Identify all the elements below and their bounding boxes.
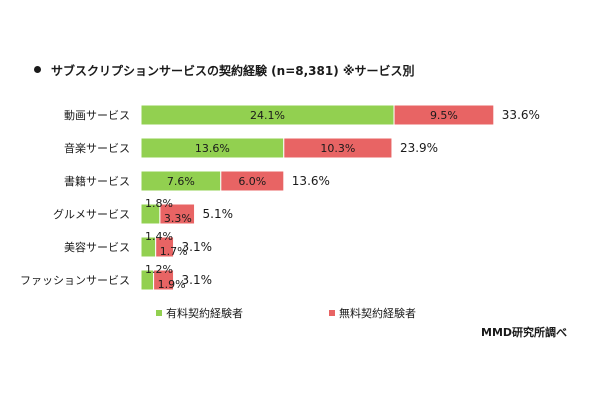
bar-free [220,170,285,192]
source-credit: MMD研究所調べ [481,326,568,339]
data-label-paid: 24.1% [250,109,285,122]
bar-free [153,269,175,291]
data-label-paid: 1.4% [145,230,173,243]
category-label: 音楽サービス [64,141,130,155]
bar-free [159,203,196,225]
total-label: 23.9% [400,141,438,155]
legend-swatch-paid [156,310,162,316]
data-label-free: 3.3% [164,212,192,225]
category-label: 書籍サービス [64,174,130,188]
data-label-free: 9.5% [430,109,458,122]
bar-free [155,236,175,258]
bullet-icon [34,66,41,73]
data-label-paid: 1.8% [145,197,173,210]
legend-label-free: 無料契約経験者 [339,306,416,320]
legend-swatch-free [329,310,335,316]
data-label-paid: 7.6% [167,175,195,188]
data-label-free: 10.3% [320,142,355,155]
data-label-free: 1.9% [158,278,186,291]
chart-title: サブスクリプションサービスの契約経験 (n=8,381) ※サービス別 [34,62,415,79]
bar-free [393,104,495,126]
total-label: 13.6% [292,174,330,188]
data-label-free: 1.7% [160,245,188,258]
legend-label-paid: 有料契約経験者 [166,306,243,320]
total-label: 5.1% [203,207,234,221]
bar-free [283,137,393,159]
data-label-free: 6.0% [238,175,266,188]
category-label: 美容サービス [64,240,130,254]
category-label: ファッションサービス [20,274,130,287]
category-label: 動画サービス [64,108,130,122]
chart-title-text: サブスクリプションサービスの契約経験 (n=8,381) ※サービス別 [51,64,415,78]
total-label: 3.1% [182,273,213,287]
data-label-paid: 13.6% [195,142,230,155]
total-label: 33.6% [502,108,540,122]
category-label: グルメサービス [53,207,130,221]
data-label-paid: 1.2% [145,263,173,276]
total-label: 3.1% [182,240,213,254]
